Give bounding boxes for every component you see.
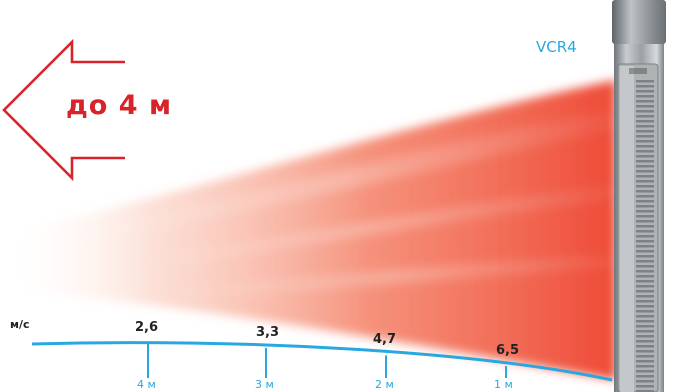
- speed-value-2: 3,3: [256, 325, 280, 340]
- grille-slot: [636, 350, 654, 353]
- grille-slot: [636, 160, 654, 163]
- grille-slot: [636, 385, 654, 388]
- grille-slot: [636, 275, 654, 278]
- grille-slot: [636, 190, 654, 193]
- grille-slot: [636, 170, 654, 173]
- grille-slot: [636, 180, 654, 183]
- grille-slot: [636, 240, 654, 243]
- grille-slot: [636, 390, 654, 392]
- grille-slot: [636, 235, 654, 238]
- speed-value-3: 4,7: [373, 332, 397, 347]
- grille-slot: [636, 345, 654, 348]
- grille-slot: [636, 270, 654, 273]
- grille-slot: [636, 300, 654, 303]
- airflow-plume: [0, 80, 616, 380]
- grille-slot: [636, 175, 654, 178]
- grille-slot: [636, 380, 654, 383]
- grille-slot: [636, 360, 654, 363]
- grille-slot: [636, 320, 654, 323]
- grille-slot: [636, 110, 654, 113]
- grille-slot: [636, 195, 654, 198]
- grille-slot: [636, 290, 654, 293]
- grille-slot: [636, 125, 654, 128]
- distance-tick-4: 1 м: [494, 378, 513, 391]
- grille-slot: [636, 90, 654, 93]
- range-arrow-icon: [2, 38, 125, 182]
- grille-slot: [636, 95, 654, 98]
- grille-slot: [636, 265, 654, 268]
- speed-value-1: 2,6: [135, 320, 159, 335]
- grille-slot: [636, 135, 654, 138]
- grille-slot: [636, 140, 654, 143]
- grille-slot: [636, 80, 654, 83]
- grille-slot: [636, 245, 654, 248]
- grille-slot: [636, 295, 654, 298]
- grille-slot: [636, 120, 654, 123]
- distance-tick-1: 4 м: [137, 378, 156, 391]
- grille-slot: [636, 305, 654, 308]
- speed-axis-line: [31, 341, 613, 382]
- grille-slot: [636, 260, 654, 263]
- speed-value-4: 6,5: [496, 343, 520, 358]
- grille-slot: [636, 230, 654, 233]
- grille-slot: [636, 220, 654, 223]
- grille-slot: [636, 335, 654, 338]
- speed-unit-label: м/с: [10, 318, 30, 331]
- grille-slot: [636, 310, 654, 313]
- grille-slot: [636, 285, 654, 288]
- grille-slot: [636, 155, 654, 158]
- distance-tick-2: 3 м: [255, 378, 274, 391]
- grille-slot: [636, 225, 654, 228]
- grille-slot: [636, 165, 654, 168]
- grille-slot: [636, 115, 654, 118]
- grille-slot: [636, 105, 654, 108]
- grille-slot: [636, 210, 654, 213]
- grille-slot: [636, 340, 654, 343]
- air-curtain-column: [612, 0, 666, 392]
- grille-slot: [636, 370, 654, 373]
- grille-slot: [636, 100, 654, 103]
- grille-slot: [636, 185, 654, 188]
- grille-slot: [636, 200, 654, 203]
- grille-slot: [636, 205, 654, 208]
- grille-slot: [636, 365, 654, 368]
- grille-slot: [636, 330, 654, 333]
- grille-slot: [636, 280, 654, 283]
- grille-slot: [636, 145, 654, 148]
- distance-tick-3: 2 м: [375, 378, 394, 391]
- range-label: до 4 м: [66, 90, 173, 121]
- grille-slot: [636, 215, 654, 218]
- grille-slot: [636, 85, 654, 88]
- grille-slot: [636, 355, 654, 358]
- air-grille: [636, 80, 654, 392]
- device-model-label: VCR4: [536, 38, 577, 56]
- grille-slot: [636, 315, 654, 318]
- grille-slot: [636, 150, 654, 153]
- grille-slot: [636, 250, 654, 253]
- grille-slot: [636, 375, 654, 378]
- grille-slot: [636, 255, 654, 258]
- axis-ticks: [147, 343, 507, 378]
- grille-slot: [636, 325, 654, 328]
- grille-slot: [636, 130, 654, 133]
